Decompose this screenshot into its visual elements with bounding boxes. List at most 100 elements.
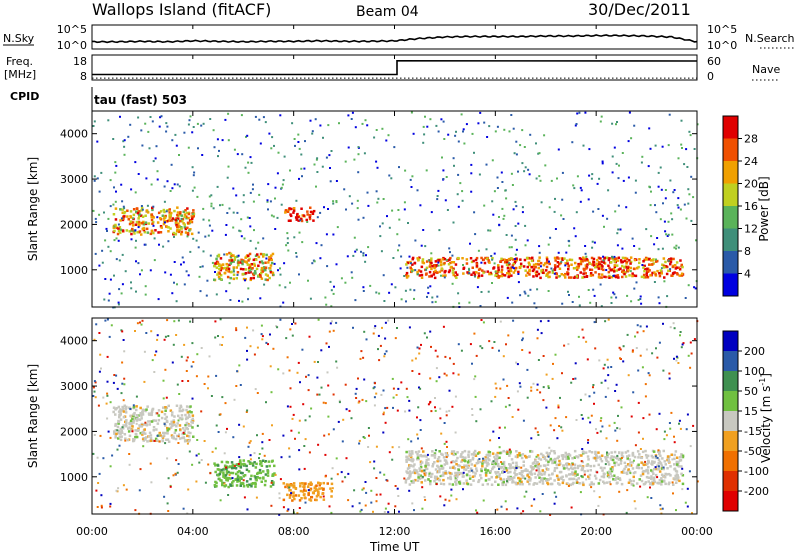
data-cell	[457, 472, 461, 476]
y-tick-label: 2000	[60, 218, 88, 231]
data-cell	[673, 357, 675, 360]
data-cell	[574, 470, 577, 473]
data-cell	[488, 125, 491, 128]
data-cell	[167, 477, 170, 480]
data-cell	[449, 477, 452, 480]
data-cell	[121, 229, 125, 232]
data-cell	[184, 424, 187, 427]
data-cell	[538, 480, 542, 484]
data-cell	[382, 413, 385, 416]
data-cell	[372, 332, 375, 335]
data-cell	[121, 200, 124, 203]
data-cell	[465, 262, 469, 265]
data-cell	[503, 471, 506, 473]
data-cell	[262, 116, 265, 119]
data-cell	[503, 465, 506, 468]
data-cell	[307, 493, 310, 497]
data-cell	[512, 208, 515, 211]
data-cell	[444, 498, 447, 501]
data-cell	[412, 470, 416, 473]
data-cell	[467, 464, 470, 468]
data-cell	[638, 453, 641, 456]
data-cell	[290, 429, 293, 432]
data-cell	[664, 197, 667, 200]
data-cell	[625, 262, 628, 265]
data-cell	[446, 209, 449, 211]
data-cell	[272, 347, 275, 350]
data-cell	[317, 490, 320, 493]
data-cell	[573, 467, 576, 470]
data-cell	[165, 415, 168, 419]
data-cell	[657, 482, 660, 485]
data-cell	[619, 457, 622, 461]
data-cell	[445, 374, 448, 377]
data-cell	[362, 436, 365, 438]
data-cell	[341, 480, 344, 483]
data-cell	[409, 472, 412, 476]
data-cell	[574, 124, 577, 127]
data-cell	[675, 470, 679, 473]
data-cell	[688, 130, 691, 133]
data-cell	[185, 215, 188, 218]
data-cell	[128, 426, 131, 429]
data-cell	[600, 273, 604, 276]
data-cell	[660, 464, 664, 467]
data-cell	[646, 270, 650, 273]
data-cell	[536, 461, 539, 464]
data-cell	[602, 475, 605, 478]
data-cell	[196, 195, 199, 198]
data-cell	[435, 380, 438, 383]
data-cell	[629, 262, 632, 265]
data-cell	[535, 469, 538, 472]
data-cell	[403, 201, 406, 204]
data-cell	[410, 440, 413, 443]
data-cell	[451, 271, 455, 274]
data-cell	[405, 263, 408, 266]
data-cell	[120, 217, 123, 220]
data-cell	[256, 392, 259, 394]
data-cell	[615, 275, 618, 279]
data-cell	[498, 468, 500, 470]
data-cell	[504, 483, 508, 487]
data-cell	[241, 153, 244, 156]
data-cell	[657, 449, 660, 452]
data-cell	[617, 204, 620, 207]
data-cell	[162, 245, 165, 248]
data-cell	[417, 473, 420, 476]
data-cell	[437, 189, 440, 192]
data-cell	[535, 274, 539, 278]
data-cell	[584, 257, 587, 261]
data-cell	[218, 477, 221, 480]
data-cell	[254, 388, 257, 391]
data-cell	[381, 127, 384, 130]
data-cell	[146, 440, 149, 443]
data-cell	[419, 474, 422, 477]
data-cell	[510, 246, 513, 249]
data-cell	[365, 254, 367, 257]
data-cell	[276, 326, 279, 329]
data-cell	[233, 258, 237, 261]
data-cell	[171, 361, 174, 364]
data-cell	[447, 476, 450, 480]
data-cell	[212, 129, 215, 132]
x-axis: 00:00 04:00 08:00 12:00 16:00 20:00 00:00	[76, 25, 713, 538]
data-cell	[473, 464, 477, 467]
data-cell	[263, 283, 266, 286]
data-cell	[645, 228, 648, 231]
data-cell	[96, 140, 99, 143]
data-cell	[574, 235, 577, 238]
data-cell	[531, 269, 535, 273]
data-cell	[443, 261, 446, 265]
data-cell	[502, 378, 505, 381]
data-cell	[221, 263, 225, 266]
data-cell	[218, 277, 221, 280]
data-cell	[476, 286, 479, 289]
data-cell	[122, 410, 126, 413]
data-cell	[571, 301, 574, 303]
data-cell	[232, 436, 235, 439]
data-cell	[439, 475, 442, 478]
data-cell	[532, 265, 536, 268]
data-cell	[457, 464, 460, 467]
data-cell	[517, 170, 519, 173]
data-cell	[494, 458, 497, 461]
